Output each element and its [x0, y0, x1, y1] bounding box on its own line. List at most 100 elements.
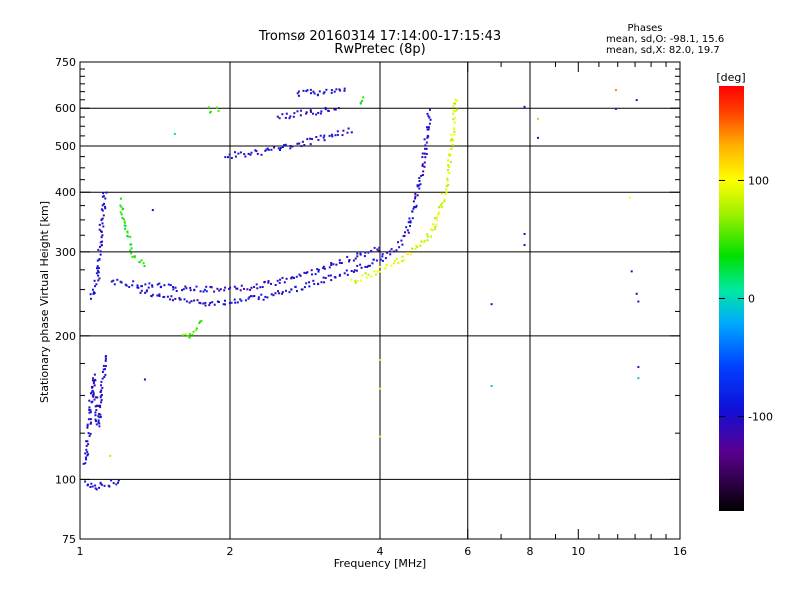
- data-point: [290, 277, 293, 280]
- data-point: [320, 281, 323, 284]
- data-point: [239, 289, 242, 292]
- data-point: [250, 295, 252, 298]
- data-point: [218, 289, 221, 292]
- data-point: [95, 423, 98, 426]
- data-point: [292, 115, 295, 118]
- data-point: [301, 140, 304, 143]
- data-point: [456, 108, 458, 111]
- data-point: [397, 241, 399, 244]
- data-point: [438, 205, 441, 208]
- data-point: [283, 281, 286, 284]
- data-point: [411, 210, 414, 213]
- data-point: [256, 287, 259, 290]
- data-point: [239, 151, 242, 154]
- data-point: [86, 426, 89, 429]
- data-point: [219, 288, 222, 291]
- data-point: [112, 279, 115, 282]
- data-point: [249, 153, 252, 156]
- data-point: [204, 304, 207, 307]
- data-point: [99, 396, 102, 399]
- data-point: [100, 483, 103, 486]
- data-point: [86, 484, 89, 487]
- data-point: [440, 203, 443, 206]
- data-point: [260, 153, 263, 156]
- data-point: [85, 458, 88, 461]
- data-point: [379, 358, 381, 361]
- data-point: [95, 405, 98, 407]
- data-point: [367, 264, 370, 267]
- data-point: [273, 146, 276, 149]
- data-point: [448, 166, 451, 169]
- data-point: [298, 273, 301, 276]
- data-point: [98, 486, 101, 489]
- x-tick-label: 1: [77, 545, 84, 558]
- data-point: [301, 288, 304, 291]
- data-point: [130, 252, 133, 255]
- data-point: [424, 156, 427, 159]
- data-point: [95, 272, 98, 275]
- data-point: [637, 377, 640, 380]
- data-point: [338, 88, 341, 91]
- data-point: [614, 89, 617, 92]
- data-point: [375, 273, 378, 276]
- data-point: [278, 281, 281, 284]
- data-point: [414, 247, 417, 250]
- data-point: [308, 285, 311, 288]
- data-point: [91, 485, 94, 488]
- data-point: [199, 320, 202, 323]
- data-point: [332, 263, 335, 266]
- data-point: [312, 90, 315, 93]
- data-point: [322, 92, 325, 95]
- data-point: [361, 274, 364, 277]
- data-point: [392, 262, 395, 265]
- data-point: [354, 281, 357, 284]
- data-point: [630, 270, 633, 273]
- data-point: [150, 295, 153, 298]
- data-point: [101, 217, 104, 220]
- data-point: [309, 137, 312, 140]
- data-point: [129, 249, 132, 252]
- data-point: [330, 133, 333, 136]
- data-point: [94, 411, 97, 414]
- data-point: [354, 279, 357, 282]
- data-point: [87, 443, 90, 446]
- data-point: [359, 253, 362, 256]
- data-point: [453, 130, 456, 133]
- data-point: [296, 142, 299, 145]
- data-point: [342, 129, 345, 132]
- data-point: [264, 295, 267, 298]
- data-point: [414, 192, 417, 195]
- data-point: [414, 195, 417, 198]
- data-point: [327, 110, 330, 112]
- data-point: [401, 260, 404, 263]
- data-point: [192, 330, 195, 333]
- data-point: [445, 188, 448, 191]
- data-point: [123, 222, 126, 224]
- data-point: [614, 107, 617, 110]
- data-point: [384, 267, 387, 270]
- data-point: [136, 286, 139, 289]
- data-point: [92, 377, 94, 380]
- data-point: [104, 359, 107, 362]
- data-point: [416, 245, 419, 248]
- data-point: [293, 277, 295, 279]
- data-point: [89, 418, 92, 421]
- data-point: [452, 109, 455, 112]
- data-point: [299, 274, 302, 277]
- data-point: [445, 191, 448, 194]
- data-point: [281, 291, 284, 294]
- data-point: [350, 278, 353, 281]
- data-point: [198, 301, 201, 304]
- data-point: [186, 335, 189, 337]
- data-point: [367, 273, 370, 276]
- data-point: [455, 99, 458, 102]
- data-point: [337, 107, 340, 110]
- data-point: [93, 279, 96, 282]
- data-point: [356, 252, 359, 255]
- data-point: [100, 218, 103, 221]
- data-point: [356, 255, 359, 258]
- data-point: [407, 231, 410, 234]
- data-point: [188, 336, 191, 339]
- data-point: [320, 110, 323, 113]
- data-point: [179, 298, 182, 301]
